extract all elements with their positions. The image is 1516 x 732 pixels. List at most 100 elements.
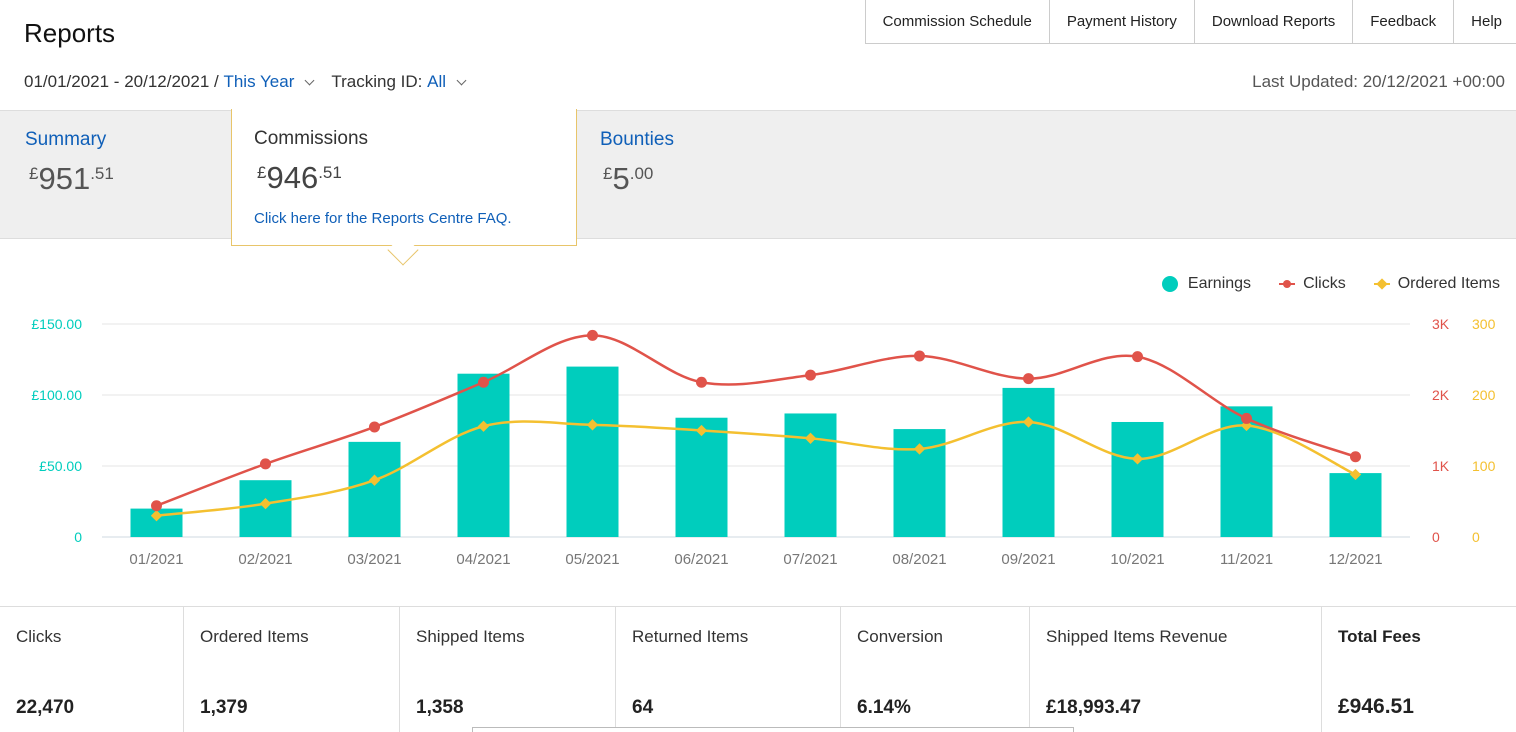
clicks-point <box>914 350 925 362</box>
stats-bar: Clicks 22,470 Ordered Items 1,379 Shippe… <box>0 606 1516 732</box>
stat-value: 6.14% <box>857 697 911 718</box>
x-tick-label: 06/2021 <box>674 551 728 568</box>
y-left-tick-label: £150.00 <box>31 316 82 332</box>
earnings-bar <box>1329 473 1382 537</box>
report-filters: 01/01/2021 - 20/12/2021 / This Year Trac… <box>24 72 483 92</box>
earnings-bar <box>675 417 728 537</box>
tab-commissions[interactable]: Commissions £946.51 Click here for the R… <box>231 109 577 246</box>
overlay-popup-edge <box>472 727 1074 732</box>
y-right-items-tick-label: 0 <box>1472 529 1480 545</box>
x-tick-label: 11/2021 <box>1220 551 1273 568</box>
stat-label: Conversion <box>857 627 943 646</box>
stat-value: £18,993.47 <box>1046 697 1142 718</box>
x-tick-label: 05/2021 <box>565 551 619 568</box>
currency-symbol: £ <box>257 163 267 182</box>
x-tick-label: 01/2021 <box>129 551 183 568</box>
clicks-point <box>587 329 598 341</box>
ordered-items-point <box>368 474 381 486</box>
tab-commissions-label: Commissions <box>254 128 369 149</box>
clicks-point <box>1023 373 1034 385</box>
legend-clicks-label: Clicks <box>1303 275 1346 292</box>
last-updated: Last Updated: 20/12/2021 +00:00 <box>1252 72 1505 91</box>
stat-label: Ordered Items <box>200 627 309 646</box>
clicks-point <box>1350 451 1361 463</box>
commission-schedule-link[interactable]: Commission Schedule <box>866 0 1050 43</box>
clicks-point <box>696 376 707 388</box>
legend-ordered-items-label: Ordered Items <box>1397 275 1500 292</box>
y-right-items-tick-label: 100 <box>1472 458 1496 474</box>
clicks-point <box>151 500 162 512</box>
ordered-items-point <box>804 432 817 444</box>
ordered-items-line <box>156 420 1357 517</box>
legend-earnings[interactable]: Earnings <box>1161 275 1251 293</box>
feedback-link[interactable]: Feedback <box>1353 0 1455 43</box>
stat-label: Returned Items <box>632 627 749 646</box>
clicks-point <box>805 369 816 381</box>
chart-legend: Earnings Clicks Ordered Items <box>1134 275 1500 293</box>
tab-summary-label[interactable]: Summary <box>25 129 107 150</box>
ordered-items-point <box>1022 416 1035 428</box>
clicks-point <box>1132 351 1143 363</box>
amount-main: 946 <box>266 160 319 195</box>
earnings-bar <box>1002 387 1055 537</box>
stat-shipped-items-revenue: Shipped Items Revenue £18,993.47 <box>1030 607 1322 732</box>
clicks-legend-marker <box>1279 280 1296 288</box>
commissions-amount: £946.51 <box>257 160 342 196</box>
y-left-tick-label: £50.00 <box>39 458 82 474</box>
earnings-legend-marker <box>1161 276 1178 292</box>
stat-ordered-items: Ordered Items 1,379 <box>184 607 400 732</box>
earnings-bar <box>566 366 619 537</box>
earnings-bar <box>348 441 401 537</box>
bounties-amount: £5.00 <box>603 161 653 197</box>
stat-total-fees: Total Fees £946.51 <box>1322 607 1516 732</box>
payment-history-link[interactable]: Payment History <box>1050 0 1195 43</box>
date-range: 01/01/2021 - 20/12/2021 / <box>24 72 219 91</box>
clicks-point <box>1241 412 1252 424</box>
ordered-items-point <box>586 419 599 431</box>
x-tick-label: 08/2021 <box>892 551 946 568</box>
help-link[interactable]: Help <box>1471 13 1502 30</box>
tab-bounties-label[interactable]: Bounties <box>600 129 674 150</box>
amount-main: 951 <box>38 161 91 196</box>
amount-main: 5 <box>612 161 630 196</box>
stat-conversion: Conversion 6.14% <box>841 607 1030 732</box>
y-right-items-tick-label: 300 <box>1472 316 1496 332</box>
download-reports-link[interactable]: Download Reports <box>1195 0 1354 43</box>
clicks-point <box>369 421 380 433</box>
amount-decimal: .51 <box>318 163 342 182</box>
ordered-items-point <box>1349 468 1362 481</box>
clicks-line <box>156 334 1356 507</box>
tracking-id-dropdown[interactable]: All <box>427 72 447 91</box>
clicks-point <box>478 376 489 388</box>
x-tick-label: 04/2021 <box>456 551 510 568</box>
y-left-tick-label: 0 <box>74 529 82 545</box>
reports-faq-link[interactable]: Click here for the Reports Centre FAQ. <box>254 210 512 227</box>
legend-clicks[interactable]: Clicks <box>1279 275 1346 293</box>
amount-decimal: .51 <box>90 164 114 183</box>
y-right-clicks-tick-label: 2K <box>1432 387 1450 403</box>
report-tabs: Summary £951.51 Bounties £5.00 <box>0 110 1516 239</box>
currency-symbol: £ <box>603 164 613 183</box>
stat-returned-items: Returned Items 64 <box>616 607 841 732</box>
y-left-tick-label: £100.00 <box>31 387 82 403</box>
legend-ordered-items[interactable]: Ordered Items <box>1373 275 1500 293</box>
stat-value: 1,379 <box>200 697 248 718</box>
amount-decimal: .00 <box>629 164 654 183</box>
ordered-items-point <box>1131 453 1144 465</box>
chart-plot: 0 £50.00 £100.00 £150.00 0 1K 2K 3K 0 100 200 300 01… <box>31 316 1496 568</box>
y-right-clicks-tick-label: 3K <box>1432 316 1450 332</box>
ordered-items-legend-marker <box>1373 283 1390 285</box>
clicks-point <box>260 458 271 470</box>
period-dropdown[interactable]: This Year <box>223 72 295 91</box>
ordered-items-point <box>913 443 926 455</box>
chevron-down-icon[interactable] <box>456 75 467 86</box>
chevron-down-icon[interactable] <box>304 75 315 86</box>
earnings-bar <box>784 413 837 537</box>
stat-value: 1,358 <box>416 697 464 718</box>
stat-label: Shipped Items Revenue <box>1046 627 1228 646</box>
stat-label: Clicks <box>16 627 62 646</box>
currency-symbol: £ <box>29 164 39 183</box>
x-tick-label: 02/2021 <box>238 551 292 568</box>
ordered-items-point <box>150 510 163 522</box>
y-right-clicks-tick-label: 0 <box>1432 529 1440 545</box>
